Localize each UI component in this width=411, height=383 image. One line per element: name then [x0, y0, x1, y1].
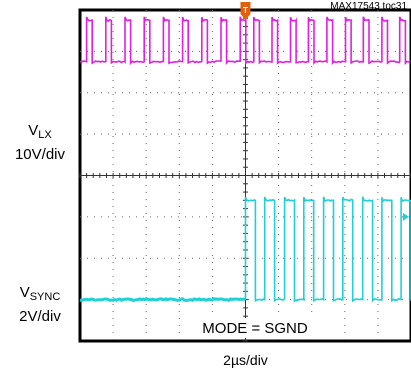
trigger-marker: T: [240, 2, 251, 20]
vsync-label-sub: SYNC: [29, 291, 61, 303]
mode-annotation: MODE = SGND: [202, 320, 308, 337]
timebase-label: 2µs/div: [223, 352, 268, 368]
vlx-trace: [79, 16, 411, 66]
vlx-scale: 10V/div: [14, 146, 66, 163]
vlx-channel-label: VLX 10V/div: [8, 121, 72, 164]
scope-grid: [79, 9, 411, 342]
vlx-label-main: V: [28, 122, 39, 139]
trigger-label: T: [243, 6, 248, 15]
vlx-label-sub: LX: [38, 129, 52, 141]
vsync-channel-label: VSYNC 2V/div: [4, 283, 76, 326]
vsync-label-main: V: [19, 284, 30, 301]
document-id: MAX17543 toc31: [330, 1, 407, 12]
vsync-trace: [244, 196, 411, 303]
scope-traces: [79, 16, 411, 303]
vsync-scale: 2V/div: [19, 308, 61, 325]
trigger-icon: [240, 2, 251, 20]
mode-annotation-background: [188, 318, 322, 338]
sync-level-arrow-icon: [403, 212, 409, 221]
vsync-idle-trace: [79, 297, 246, 303]
